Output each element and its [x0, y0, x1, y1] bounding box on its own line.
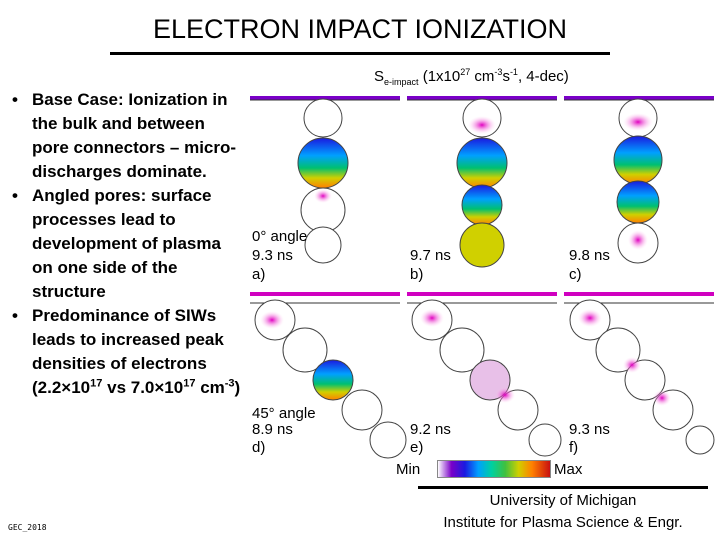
colorbar-max-label: Max: [554, 461, 583, 478]
panel-a-time-label: 9.3 ns: [252, 247, 293, 264]
panel-f-letter: f): [569, 439, 579, 456]
bullet-item-3: Predominance of SIWs leads to increased …: [12, 304, 244, 400]
figure-heading: Se-impact (1x1027 cm-3s-1, 4-dec): [374, 67, 569, 87]
bullet-item-1: Base Case: Ionization in the bulk and be…: [12, 88, 244, 184]
bullet-list: Base Case: Ionization in the bulk and be…: [12, 88, 244, 400]
panel-d: [250, 292, 407, 459]
panel-f-time-label: 9.3 ns: [569, 421, 610, 438]
panel-b: [407, 96, 557, 268]
panel-d-angle-label: 45° angle: [252, 405, 316, 422]
panel-a-angle-label: 0° angle: [252, 228, 308, 245]
panel-c-letter: c): [569, 266, 582, 283]
panel-d-letter: d): [252, 439, 266, 456]
slide-title: ELECTRON IMPACT IONIZATION: [152, 14, 568, 44]
colorbar: [437, 460, 551, 478]
panel-e: [407, 292, 562, 457]
panel-a-letter: a): [252, 266, 266, 283]
panel-b-time-label: 9.7 ns: [410, 247, 451, 264]
panel-d-time-label: 8.9 ns: [252, 421, 293, 438]
panel-e-letter: e): [410, 439, 424, 456]
bullet-item-2: Angled pores: surface processes lead to …: [12, 184, 244, 304]
panel-c: [564, 96, 714, 264]
title-underline: [110, 52, 610, 55]
footer-conference-tag: GEC_2018: [8, 523, 47, 532]
institution-rule: [418, 486, 708, 489]
institution-department: Institute for Plasma Science & Engr.: [443, 514, 683, 531]
colorbar-min-label: Min: [396, 461, 421, 478]
institution-name: University of Michigan: [489, 492, 637, 509]
panel-b-letter: b): [410, 266, 424, 283]
panel-a: [250, 96, 400, 264]
panel-f: [564, 292, 715, 455]
panel-e-time-label: 9.2 ns: [410, 421, 451, 438]
panel-c-time-label: 9.8 ns: [569, 247, 610, 264]
